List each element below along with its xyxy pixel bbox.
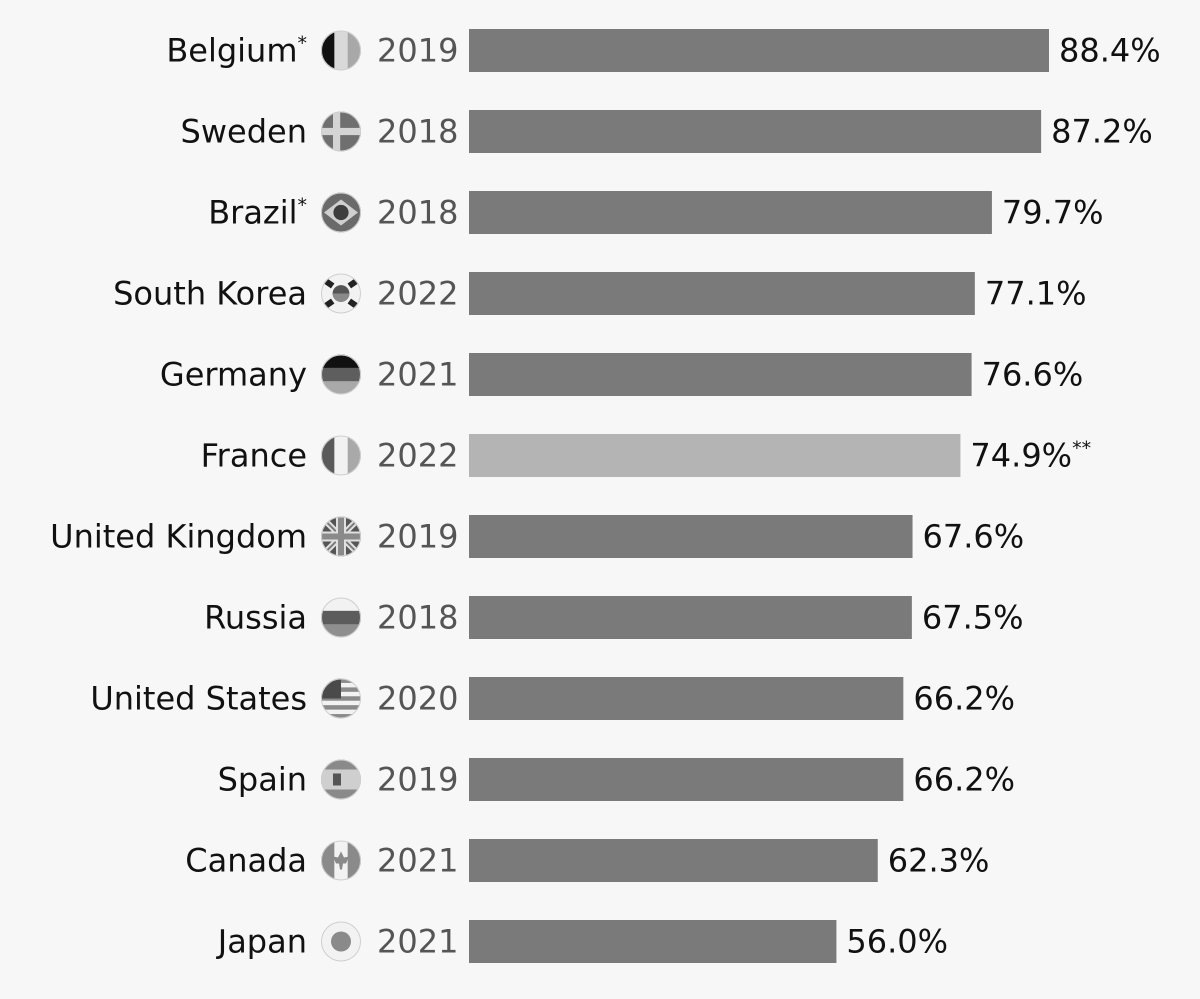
bar-row-france: France 2022 74.9%** (201, 434, 1091, 477)
category-label: United Kingdom (50, 518, 307, 556)
year-label: 2022 (377, 275, 458, 313)
bar (469, 272, 975, 315)
value-label: 56.0% (846, 923, 948, 961)
japan-flag-icon (321, 921, 361, 962)
year-label: 2020 (377, 680, 458, 718)
value-label: 76.6% (982, 356, 1084, 394)
bar (469, 434, 961, 477)
bar (469, 29, 1049, 72)
year-label: 2021 (377, 842, 458, 880)
value-label: 66.2% (913, 761, 1015, 799)
bar-row-canada: Canada 2021 62.3% (185, 839, 989, 882)
year-label: 2018 (377, 113, 458, 151)
value-label: 67.6% (923, 518, 1025, 556)
united-kingdom-flag-icon (321, 516, 361, 557)
germany-flag-icon (321, 354, 361, 395)
bar-row-sweden: Sweden 2018 87.2% (181, 110, 1153, 153)
category-footnote-mark: * (298, 195, 308, 217)
bar-row-united-states: United States 2020 66.2% (90, 677, 1015, 720)
value-label: 77.1% (985, 275, 1087, 313)
bar-row-belgium: Belgium* 2019 88.4% (166, 29, 1161, 72)
value-label: 66.2% (913, 680, 1015, 718)
category-label: Belgium* (166, 32, 307, 70)
bar-row-united-kingdom: United Kingdom 2019 67.6% (50, 515, 1024, 558)
value-label: 88.4% (1059, 32, 1161, 70)
sweden-flag-icon (321, 111, 361, 152)
category-label: Germany (160, 356, 307, 394)
year-label: 2019 (377, 761, 458, 799)
category-label: Japan (216, 923, 307, 961)
category-label: Sweden (181, 113, 307, 151)
bar-row-south-korea: South Korea 2022 77.1% (113, 272, 1087, 315)
year-label: 2018 (377, 599, 458, 637)
year-label: 2019 (377, 32, 458, 70)
value-footnote-mark: ** (1072, 438, 1091, 460)
bar (469, 353, 972, 396)
category-footnote-mark: * (298, 33, 308, 55)
bar (469, 596, 912, 639)
spain-flag-icon (321, 759, 361, 800)
bar (469, 110, 1042, 153)
bar-row-japan: Japan 2021 56.0% (216, 920, 948, 963)
value-label: 87.2% (1051, 113, 1153, 151)
bar (469, 515, 913, 558)
category-label: Canada (185, 842, 307, 880)
category-label: Spain (218, 761, 307, 799)
bar-row-russia: Russia 2018 67.5% (204, 596, 1024, 639)
year-label: 2021 (377, 356, 458, 394)
bar-row-brazil: Brazil* 2018 79.7% (208, 191, 1104, 234)
value-label: 74.9%** (970, 437, 1091, 475)
south-korea-flag-icon (321, 273, 361, 314)
year-label: 2021 (377, 923, 458, 961)
united-states-flag-icon (321, 678, 361, 719)
bar (469, 191, 992, 234)
canada-flag-icon (321, 840, 361, 881)
category-label: United States (90, 680, 307, 718)
year-label: 2018 (377, 194, 458, 232)
year-label: 2019 (377, 518, 458, 556)
france-flag-icon (321, 435, 361, 476)
russia-flag-icon (321, 597, 361, 638)
bar (469, 920, 837, 963)
value-label: 79.7% (1002, 194, 1104, 232)
brazil-flag-icon (321, 192, 361, 233)
category-label: France (201, 437, 307, 475)
bar-row-spain: Spain 2019 66.2% (218, 758, 1015, 801)
year-label: 2022 (377, 437, 458, 475)
belgium-flag-icon (321, 30, 361, 71)
bar (469, 839, 878, 882)
value-label: 62.3% (888, 842, 990, 880)
bar (469, 677, 904, 720)
bar-row-germany: Germany 2021 76.6% (160, 353, 1083, 396)
value-label: 67.5% (922, 599, 1024, 637)
category-label: South Korea (113, 275, 307, 313)
bar (469, 758, 904, 801)
category-label: Brazil* (208, 194, 307, 232)
category-label: Russia (204, 599, 307, 637)
